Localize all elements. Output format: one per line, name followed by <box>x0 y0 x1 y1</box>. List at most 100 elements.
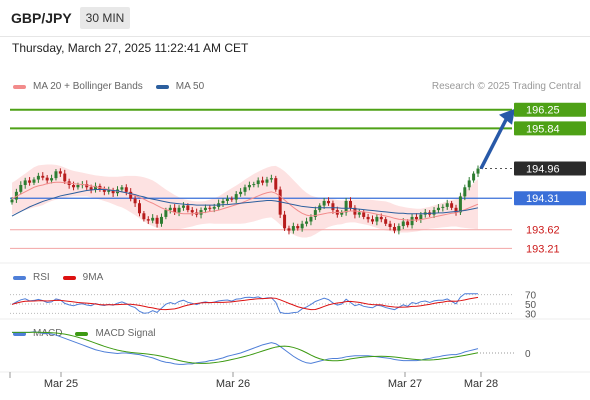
candle-body <box>146 219 150 221</box>
rsi-line <box>11 293 478 314</box>
chart-datetime: Thursday, March 27, 2025 11:22:41 AM CET <box>12 41 249 55</box>
candle-body <box>239 191 243 195</box>
x-axis-label: Mar 28 <box>464 378 498 390</box>
candle-body <box>102 189 106 192</box>
price-label-current-price: 194.96 <box>526 164 560 176</box>
chart-header: GBP/JPY 30 MIN <box>0 0 590 37</box>
candle-body <box>107 190 111 192</box>
rsi-axis-label: 30 <box>525 309 537 320</box>
legend-label-rsi: RSI <box>33 272 50 283</box>
research-credit: Research © 2025 Trading Central <box>431 81 581 92</box>
candle-body <box>305 221 309 224</box>
candle-body <box>265 179 269 183</box>
candle-body <box>89 187 93 190</box>
candle-body <box>327 200 331 204</box>
ma20-line <box>11 181 479 221</box>
legend-swatch-macd <box>13 331 26 336</box>
candle-body <box>159 216 163 224</box>
legend-rsi: RSI <box>13 272 50 283</box>
candle-body <box>322 200 326 206</box>
candle-body <box>72 184 76 188</box>
candle-body <box>76 184 80 188</box>
legend-swatch-rsi <box>13 275 26 280</box>
legend-swatch-ma20 <box>13 84 26 89</box>
candle-body <box>36 175 40 180</box>
price-label-support-2: 193.21 <box>526 243 560 255</box>
candle-body <box>370 219 374 222</box>
forecast-arrow <box>479 118 508 170</box>
timeframe-button[interactable]: 30 MIN <box>80 7 130 29</box>
candle-body <box>309 216 313 222</box>
rsi-axis-label: 70 <box>525 291 537 302</box>
candle-body <box>261 180 265 183</box>
candle-body <box>252 184 256 186</box>
candle-body <box>173 207 177 213</box>
candle-body <box>331 203 335 211</box>
candle-body <box>472 173 476 181</box>
rsi-legend: RSI 9MA <box>13 272 116 283</box>
candle-body <box>313 210 317 217</box>
candle-body <box>401 221 405 227</box>
candle-body <box>388 223 392 227</box>
rsi-axis-label: 50 <box>525 300 537 311</box>
candle-body <box>247 184 251 188</box>
candle-body <box>476 168 480 174</box>
candle-body <box>58 171 62 174</box>
candle-body <box>362 212 366 217</box>
candle-body <box>379 216 383 220</box>
price-label-pivot: 194.31 <box>526 193 560 205</box>
legend-macd-signal: MACD Signal <box>75 328 155 339</box>
candle-body <box>441 206 445 208</box>
candle-body <box>129 191 133 199</box>
candle-body <box>208 207 212 209</box>
macd-line <box>12 331 479 365</box>
candle-body <box>45 177 49 181</box>
candle-body <box>50 178 54 181</box>
candle-body <box>32 179 36 183</box>
candle-body <box>151 217 155 221</box>
candle-body <box>454 207 458 213</box>
candle-body <box>414 216 418 220</box>
candle-body <box>120 187 124 190</box>
candle-body <box>142 213 146 220</box>
candle-body <box>357 212 361 215</box>
candle-body <box>133 198 137 204</box>
macd-signal-line <box>12 331 479 364</box>
price-label-support-1: 193.62 <box>526 225 560 237</box>
symbol-title: GBP/JPY <box>11 10 72 26</box>
legend-label-macd-signal: MACD Signal <box>95 328 156 339</box>
x-axis-label: Mar 25 <box>44 378 78 390</box>
legend-label-9ma: 9MA <box>82 272 104 283</box>
candle-body <box>243 187 247 192</box>
candle-body <box>392 226 396 231</box>
legend-swatch-ma50 <box>155 84 169 89</box>
candle-body <box>54 171 58 179</box>
main-legend: MA 20 + Bollinger Bands MA 50 <box>13 81 217 92</box>
candle-body <box>375 216 379 222</box>
candle-body <box>283 214 287 229</box>
candle-body <box>63 173 67 182</box>
candle-body <box>137 203 141 214</box>
candle-body <box>256 180 260 185</box>
candle-body <box>445 203 449 207</box>
candle-body <box>274 178 278 190</box>
candle-body <box>467 180 471 188</box>
candle-body <box>432 210 436 215</box>
candle-body <box>291 226 295 231</box>
candle-body <box>225 198 229 201</box>
candle-body <box>230 198 234 200</box>
legend-swatch-9ma <box>62 275 76 280</box>
candle-body <box>340 212 344 215</box>
candle-body <box>28 180 32 183</box>
candle-body <box>155 217 159 224</box>
candle-body <box>463 187 467 197</box>
price-label-resistance-2: 196.25 <box>526 105 560 117</box>
price-badge-pivot <box>514 191 586 206</box>
candle-body <box>85 184 89 188</box>
ma50-line <box>11 189 479 217</box>
candle-body <box>111 190 115 194</box>
macd-axis-label: 0 <box>525 349 531 360</box>
candle-body <box>410 216 414 226</box>
candle-body <box>203 207 207 211</box>
